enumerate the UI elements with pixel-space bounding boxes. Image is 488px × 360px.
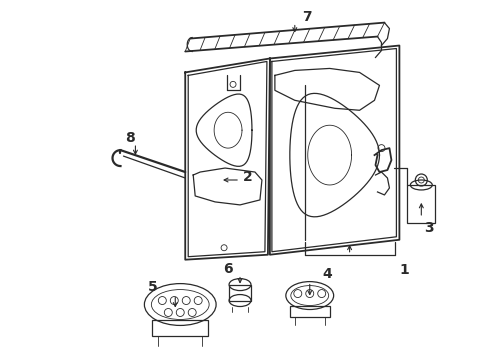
Bar	[289, 306, 329, 318]
Text: 5: 5	[147, 280, 157, 294]
Text: 6: 6	[223, 262, 232, 276]
Bar	[228, 285, 250, 301]
Text: 8: 8	[125, 131, 135, 145]
Bar	[407, 185, 434, 223]
Bar	[152, 320, 208, 336]
Text: 1: 1	[399, 263, 408, 276]
Text: 2: 2	[243, 170, 252, 184]
Text: 3: 3	[424, 221, 433, 235]
Text: 7: 7	[301, 10, 311, 24]
Text: 4: 4	[322, 267, 332, 281]
